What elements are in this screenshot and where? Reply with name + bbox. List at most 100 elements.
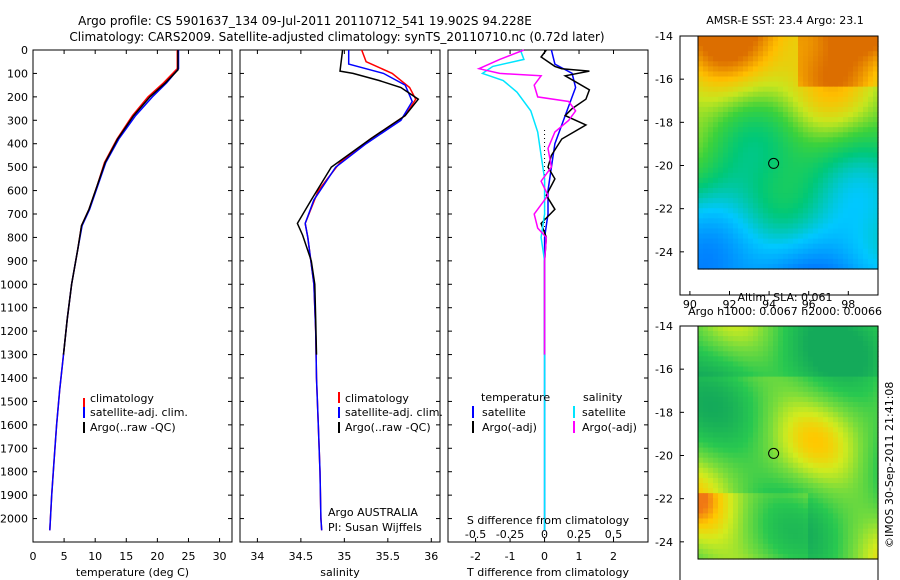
sla-heat-cell xyxy=(698,336,704,342)
sst-heat-cell xyxy=(718,81,724,88)
sla-heat-cell xyxy=(698,381,704,388)
sla-heat-cell xyxy=(793,401,799,408)
sla-heat-cell xyxy=(763,407,769,413)
sst-heat-cell xyxy=(828,111,834,118)
sla-heat-cell xyxy=(793,528,799,535)
sla-heat-cell xyxy=(818,366,824,373)
sst-heat-cell xyxy=(843,228,849,235)
sla-heat-cell xyxy=(788,331,794,337)
sst-heat-cell xyxy=(803,46,809,52)
sla-heat-cell xyxy=(763,331,769,337)
sla-heat-cell xyxy=(773,351,779,357)
sla-heat-cell xyxy=(753,366,759,373)
sst-heat-cell xyxy=(843,147,849,154)
sla-heat-cell xyxy=(708,356,714,363)
sla-heat-cell xyxy=(718,341,724,347)
sst-heat-cell xyxy=(768,182,774,189)
sst-heat-cell xyxy=(768,122,774,128)
sla-heat-cell xyxy=(868,523,874,530)
sla-heat-cell xyxy=(818,548,824,555)
sst-heat-cell xyxy=(843,36,849,42)
sla-heat-cell xyxy=(823,467,829,474)
sst-heat-cell xyxy=(708,152,714,159)
sst-heat-cell xyxy=(843,137,849,143)
sla-heat-cell xyxy=(768,533,774,540)
sla-heat-cell xyxy=(723,513,729,520)
sst-heat-cell xyxy=(698,177,704,184)
sst-heat-cell xyxy=(753,248,759,255)
sst-heat-cell xyxy=(773,61,779,67)
sla-heat-cell xyxy=(793,356,799,363)
sst-heat-cell xyxy=(703,106,709,113)
sst-heat-cell xyxy=(753,46,759,52)
sla-heat-cell xyxy=(763,432,769,439)
sst-heat-cell xyxy=(723,81,729,88)
sla-heat-cell xyxy=(828,422,834,428)
sla-heat-cell xyxy=(753,422,759,428)
sla-heat-cell xyxy=(728,447,734,454)
sst-heat-cell xyxy=(783,66,789,73)
sla-heat-cell xyxy=(848,391,854,398)
sla-heat-cell xyxy=(753,513,759,520)
sst-heat-cell xyxy=(713,228,719,235)
sal-xtick-label: 35.5 xyxy=(376,550,401,563)
sla-heat-cell xyxy=(773,417,779,423)
sst-heat-cell xyxy=(848,157,854,164)
sla-heat-cell xyxy=(858,553,864,560)
sla-ytick-label: -22 xyxy=(655,493,673,506)
sla-heat-cell xyxy=(788,366,794,373)
sla-heat-cell xyxy=(863,553,869,560)
sst-heat-cell xyxy=(748,172,754,179)
sst-heat-cell xyxy=(778,223,784,230)
sst-heat-cell xyxy=(778,177,784,184)
sst-heat-cell xyxy=(808,122,814,128)
sla-heat-cell xyxy=(798,341,804,347)
sla-heat-cell xyxy=(853,543,859,550)
sla-heat-cell xyxy=(843,508,849,515)
sst-heat-cell xyxy=(723,263,729,270)
sla-heat-cell xyxy=(718,361,724,368)
sst-heat-cell xyxy=(728,238,734,245)
sst-heat-cell xyxy=(828,162,834,169)
sst-heat-cell xyxy=(718,228,724,235)
sla-heat-cell xyxy=(768,351,774,357)
sst-heat-cell xyxy=(833,122,839,128)
sst-heat-cell xyxy=(723,243,729,250)
sst-heat-cell xyxy=(713,157,719,164)
sla-heat-cell xyxy=(743,376,749,383)
sst-heat-cell xyxy=(798,167,804,174)
sla-heat-cell xyxy=(873,548,879,555)
sst-heat-cell xyxy=(848,193,854,199)
sla-heat-cell xyxy=(853,472,859,479)
sla-heat-cell xyxy=(838,386,844,393)
sst-heat-cell xyxy=(773,243,779,250)
sla-heat-cell xyxy=(828,442,834,449)
sla-heat-cell xyxy=(768,432,774,439)
sla-heat-cell xyxy=(713,523,719,530)
sst-heat-cell xyxy=(818,238,824,245)
sla-heat-cell xyxy=(778,366,784,373)
sla-heat-cell xyxy=(818,498,824,504)
sst-heat-cell xyxy=(798,122,804,128)
sst-heat-cell xyxy=(798,56,804,62)
sst-heat-cell xyxy=(823,193,829,199)
sla-heat-cell xyxy=(733,548,739,555)
sst-heat-cell xyxy=(788,66,794,73)
sst-heat-cell xyxy=(863,111,869,118)
sla-heat-cell xyxy=(803,528,809,535)
sst-heat-cell xyxy=(873,233,879,240)
sla-heat-cell xyxy=(808,467,814,474)
sst-heat-cell xyxy=(858,253,864,260)
sst-heat-cell xyxy=(843,41,849,47)
sst-heat-cell xyxy=(728,152,734,159)
sla-heat-cell xyxy=(733,437,739,444)
sst-heat-cell xyxy=(783,41,789,47)
sst-heat-cell xyxy=(768,106,774,113)
sst-heat-cell xyxy=(778,228,784,235)
sst-heat-cell xyxy=(843,203,849,209)
sst-heat-cell xyxy=(828,177,834,184)
sst-heat-cell xyxy=(808,147,814,154)
sla-heat-cell xyxy=(833,488,839,494)
sla-heat-cell xyxy=(803,447,809,454)
sla-heat-cell xyxy=(783,412,789,418)
